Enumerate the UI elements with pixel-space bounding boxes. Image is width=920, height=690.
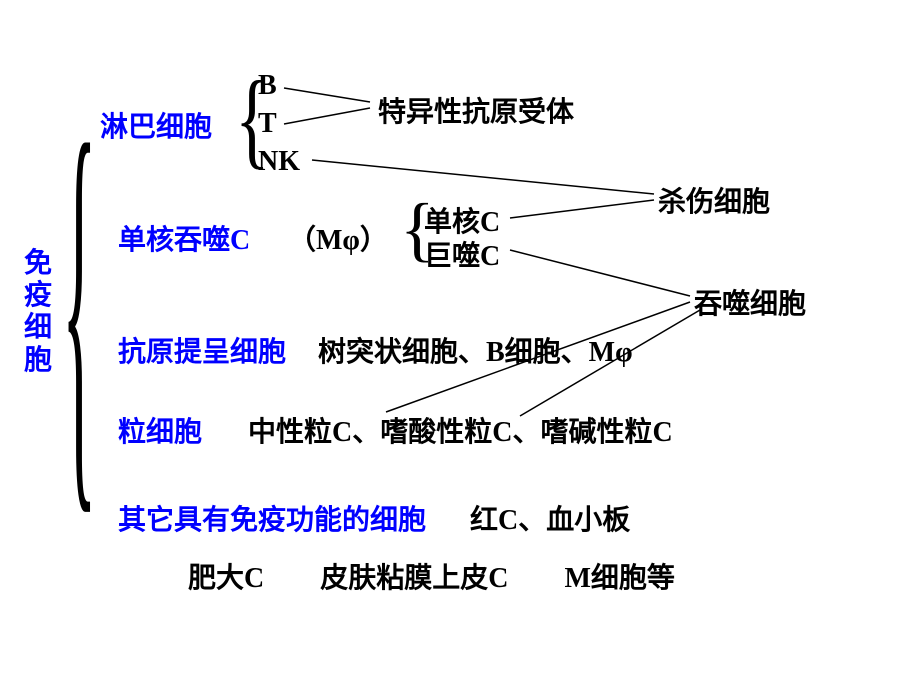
label-apc: 抗原提呈细胞 xyxy=(118,330,286,370)
root-label-char: 细 xyxy=(24,312,52,344)
connector-line-0 xyxy=(284,88,370,102)
label-T: T xyxy=(258,108,277,140)
root-label-char: 疫 xyxy=(24,280,52,312)
label-killcell: 杀伤细胞 xyxy=(658,180,770,220)
diagram-stage: 免疫细胞 {{{ 淋巴细胞BTNK特异性抗原受体杀伤细胞单核吞噬C（Mφ）单核C… xyxy=(0,0,920,690)
label-mono: 单核吞噬C xyxy=(118,218,250,258)
brace-0: { xyxy=(62,49,97,564)
label-macroC: 巨噬C xyxy=(424,234,500,274)
connector-line-1 xyxy=(284,108,370,124)
connector-line-2 xyxy=(312,160,654,194)
connector-line-4 xyxy=(510,250,690,296)
label-gran_r: 中性粒C、嗜酸性粒C、嗜碱性粒C xyxy=(248,410,673,450)
label-bottom: 肥大C 皮肤粘膜上皮C M细胞等 xyxy=(188,556,675,596)
label-NK: NK xyxy=(258,146,300,178)
label-B: B xyxy=(258,70,277,102)
label-other_r: 红C、血小板 xyxy=(470,498,630,538)
label-phago: 吞噬细胞 xyxy=(694,282,806,322)
label-other: 其它具有免疫功能的细胞 xyxy=(118,498,426,538)
root-label-char: 胞 xyxy=(24,345,52,377)
label-receptor: 特异性抗原受体 xyxy=(378,90,574,130)
label-apc_r: 树突状细胞、B细胞、Mφ xyxy=(318,330,633,370)
connector-line-3 xyxy=(510,200,654,218)
label-lymph: 淋巴细胞 xyxy=(100,105,212,145)
label-mphi: （Mφ） xyxy=(288,218,388,258)
root-label: 免疫细胞 xyxy=(24,248,52,377)
root-label-char: 免 xyxy=(24,248,52,280)
label-gran: 粒细胞 xyxy=(118,410,202,450)
